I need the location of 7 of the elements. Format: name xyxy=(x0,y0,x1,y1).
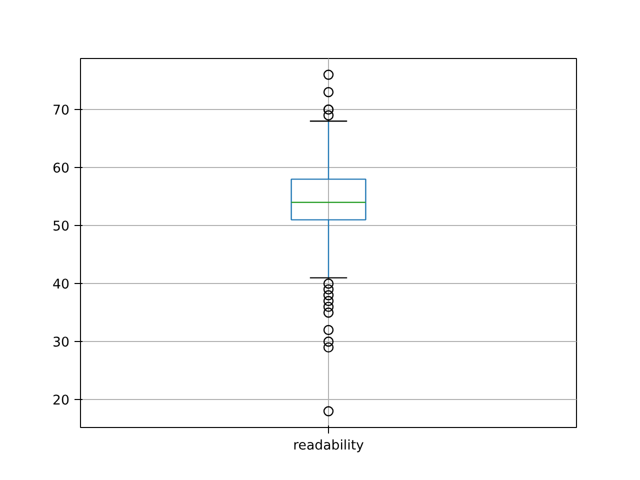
x-tick-label: readability xyxy=(293,438,364,454)
y-tick-label: 20 xyxy=(52,394,70,409)
y-tick-label: 30 xyxy=(52,336,70,351)
y-tick-label: 60 xyxy=(52,162,70,177)
y-tick-label: 70 xyxy=(52,104,70,119)
y-tick-label: 40 xyxy=(52,278,70,293)
y-tick-label: 50 xyxy=(52,220,70,235)
